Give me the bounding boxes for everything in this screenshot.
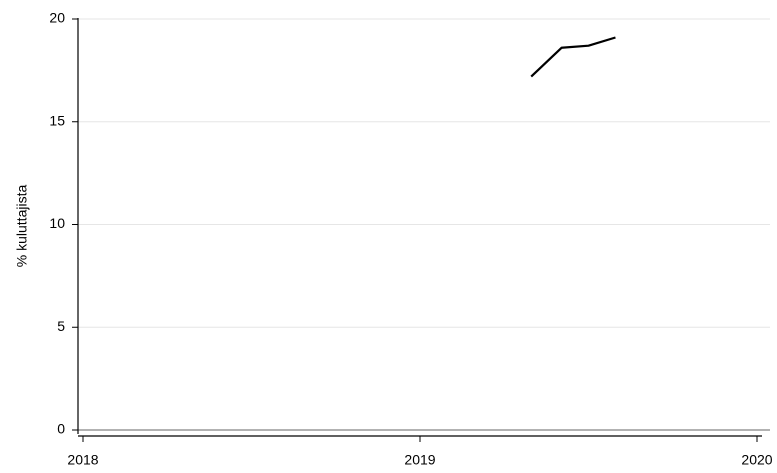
y-axis-title: % kuluttajista (14, 185, 30, 268)
y-tick-label-10: 10 (49, 215, 65, 231)
y-tick-label-0: 0 (57, 421, 65, 437)
x-tick-label-2020: 2020 (741, 452, 772, 468)
series-line-0 (530, 36, 616, 78)
y-tick-label-20: 20 (49, 10, 65, 26)
x-tick-label-2019: 2019 (404, 452, 435, 468)
gridlines (78, 18, 770, 328)
y-tick-label-15: 15 (49, 112, 65, 128)
x-tick-label-2018: 2018 (67, 452, 98, 468)
x-axis-ticks: 2018 2019 2020 (67, 436, 773, 468)
y-tick-label-5: 5 (57, 318, 65, 334)
y-axis-ticks: 0 5 10 15 20 (49, 10, 78, 437)
series-group (530, 36, 616, 78)
